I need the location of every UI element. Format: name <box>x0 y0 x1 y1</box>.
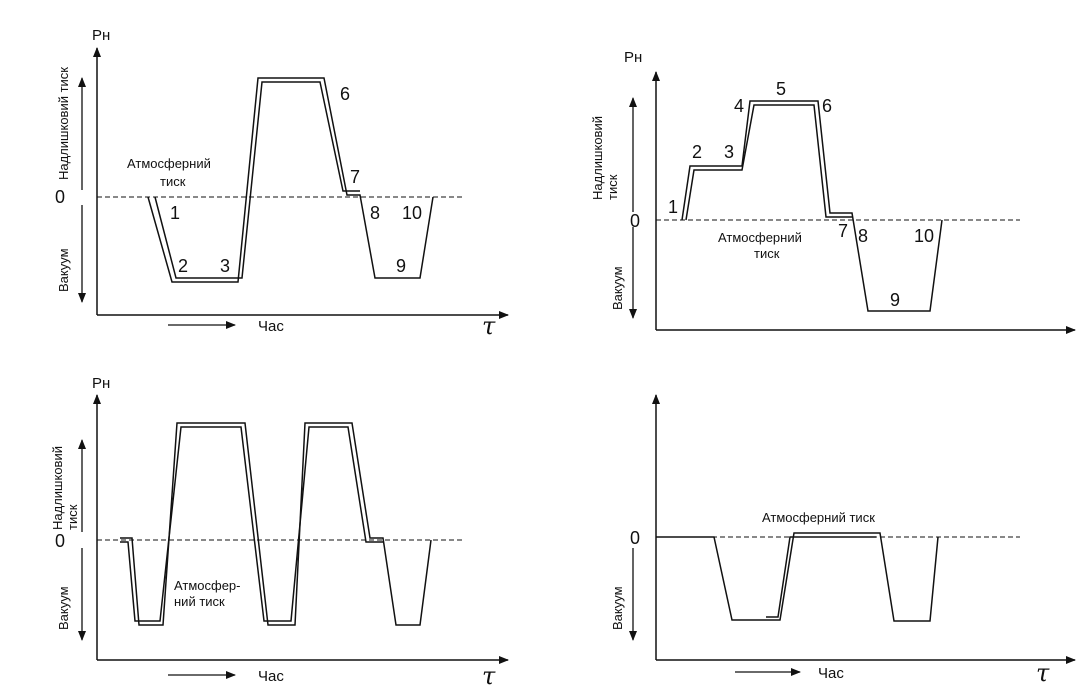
negative-label: Вакуум <box>610 586 625 630</box>
point-label: 4 <box>734 96 744 116</box>
pressure-curve <box>681 100 943 312</box>
reference-label: Атмосфер-ний тиск <box>174 578 241 609</box>
negative-label: Вакуум <box>56 586 71 630</box>
tau-label: τ <box>482 312 496 340</box>
negative-label: Вакуум <box>610 266 625 310</box>
time-label: Час <box>258 318 284 335</box>
tau-label: τ <box>482 662 496 690</box>
pressure-curve-outline <box>685 104 852 221</box>
point-label: 3 <box>724 142 734 162</box>
pressure-curve <box>147 77 434 283</box>
point-label: 10 <box>914 226 934 246</box>
point-label: 9 <box>396 256 406 276</box>
point-label: 2 <box>178 256 188 276</box>
positive-label: Надлишковийтиск <box>50 446 80 530</box>
point-label: 3 <box>220 256 230 276</box>
reference-label: Атмосферний тиск <box>762 510 875 525</box>
pressure-curve-outline <box>766 536 876 618</box>
y-axis-label: Pн <box>92 27 110 44</box>
point-label: 2 <box>692 142 702 162</box>
point-label: 7 <box>838 221 848 241</box>
reference-label: Атмосферний тиск <box>127 156 211 189</box>
reference-label: Атмосферний тиск <box>718 230 802 261</box>
pressure-curve <box>656 532 939 622</box>
point-label: 8 <box>370 203 380 223</box>
panel-top-right: Pн Надлишковийтиск Вакуум 0 Атмосферний т… <box>590 49 1076 334</box>
pressure-curve-outline <box>154 81 360 279</box>
point-label: 8 <box>858 226 868 246</box>
point-label: 9 <box>890 290 900 310</box>
zero-label: 0 <box>630 211 640 231</box>
positive-label: Надлишковий тиск <box>56 67 71 180</box>
panel-bottom-right: Вакуум 0 Атмосферний тиск Час τ <box>610 394 1076 687</box>
pressure-curve <box>120 422 432 626</box>
point-label: 10 <box>402 203 422 223</box>
time-label: Час <box>818 665 844 682</box>
point-label: 6 <box>340 84 350 104</box>
zero-label: 0 <box>55 187 65 207</box>
y-axis-label: Pн <box>92 375 110 392</box>
zero-label: 0 <box>630 528 640 548</box>
pressure-curve-outline <box>120 426 383 622</box>
positive-label: Надлишковийтиск <box>590 116 620 200</box>
point-label: 1 <box>170 203 180 223</box>
negative-label: Вакуум <box>56 248 71 292</box>
zero-label: 0 <box>55 531 65 551</box>
time-label: Час <box>258 668 284 685</box>
point-label: 7 <box>350 167 360 187</box>
point-label: 5 <box>776 79 786 99</box>
tau-label: τ <box>1036 659 1050 687</box>
panel-bottom-left: Pн Надлишковийтиск Вакуум 0 Атмосфер-ний… <box>50 375 509 690</box>
y-axis-label: Pн <box>624 49 642 66</box>
panel-top-left: Pн Надлишковий тиск Вакуум 0 Атмосферний… <box>55 27 509 340</box>
point-label: 6 <box>822 96 832 116</box>
point-label: 1 <box>668 197 678 217</box>
